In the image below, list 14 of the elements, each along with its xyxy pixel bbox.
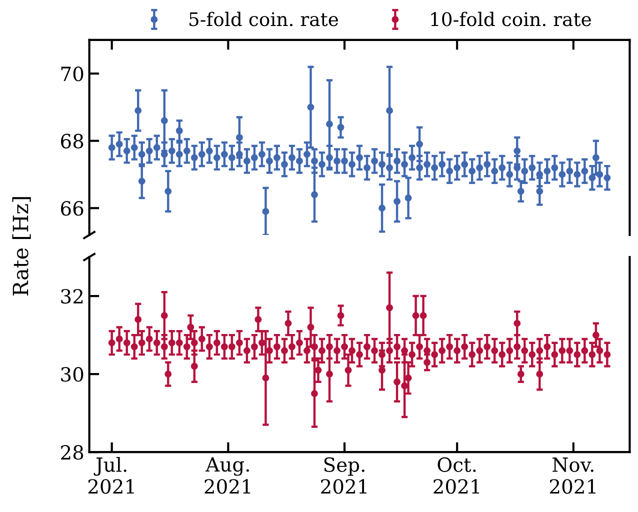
y-axis-title: Rate [Hz] [12,197,31,296]
y-tick-label: 68 [61,134,84,148]
x-tick-label: Nov. 2021 [550,458,596,494]
y-tick-label: 66 [61,201,84,216]
x-tick-label: Aug. 2021 [204,457,250,494]
legend-label: 5-fold coin. rate [190,12,338,26]
legend-label: 10-fold coin. rate [431,12,591,26]
y-tick-label: 30 [61,367,84,382]
x-tick-label: Oct. 2021 [434,457,480,494]
y-tick-label: 32 [61,288,83,304]
y-tick-label: 28 [61,445,84,460]
y-tick-label: 70 [61,66,84,82]
x-tick-label: Sep. 2021 [321,457,366,494]
x-tick-label: Jul. 2021 [88,456,134,494]
